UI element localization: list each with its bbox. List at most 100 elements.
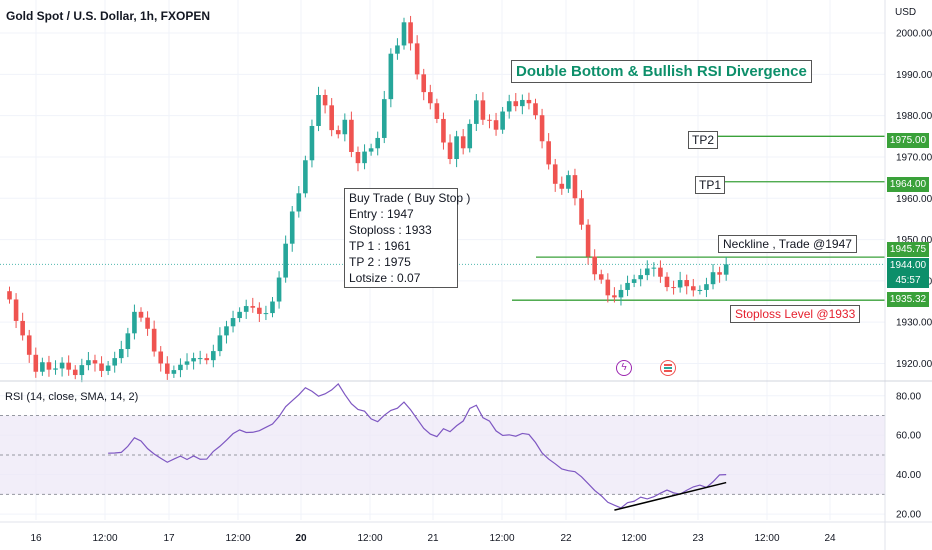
tp2-annotation[interactable]: TP2 [688,131,719,149]
candle-body [526,99,532,104]
time-tick-label: 12:00 [92,533,117,544]
candle-body [138,311,144,318]
candle-body [395,45,400,54]
candle-body [598,274,604,280]
candle-body [474,100,479,124]
candle-body [447,142,453,160]
candle-body [309,125,315,161]
rsi-tick-label: 20.00 [896,510,921,521]
candle-body [671,287,676,289]
current-price-tag: 1944.00 45:57 [887,258,929,288]
flag-icon[interactable] [660,360,676,376]
candle-body [467,123,473,149]
candle-body [283,243,288,278]
rsi-tick-label: 40.00 [896,470,921,481]
time-tick-label: 17 [163,533,175,544]
candle-body [105,365,111,371]
candle-body [585,224,591,257]
stoploss-annotation[interactable]: Stoploss Level @1933 [730,305,861,323]
candle-body [40,362,45,372]
candle-body [638,275,643,280]
candle-body [684,280,690,287]
candle-body [46,362,52,370]
time-tick-label: 12:00 [225,533,250,544]
candle-body [20,320,25,336]
chart-title: Gold Spot / U.S. Dollar, 1h, FXOPEN [6,9,211,23]
candle-body [546,141,551,165]
time-tick-label: 16 [30,533,42,544]
trade-line: TP 1 : 1961 [349,239,411,253]
candle-body [493,120,499,130]
neckline-price-tag: 1945.75 [887,242,929,257]
candle-body [664,276,670,288]
price-tick-label: 1960.00 [896,194,932,205]
candle-body [322,95,328,106]
price-tick-label: 1920.00 [896,359,932,370]
price-tick-label: 1930.00 [896,318,932,329]
candle-body [349,119,354,152]
candle-body [612,295,617,298]
candle-body [99,363,104,371]
time-tick-label: 12:00 [357,533,382,544]
candle-body [381,99,387,138]
candle-body [710,272,716,285]
candle-body [342,119,348,135]
price-tick-label: 1950.00 [896,235,932,246]
candle-body [86,360,91,366]
rsi-line [108,383,727,509]
rsi-tick-label: 60.00 [896,431,921,442]
neckline-annotation[interactable]: Neckline , Trade @1947 [718,235,857,253]
lightning-icon[interactable]: ϟ [616,360,632,376]
candle-body [263,313,269,315]
trade-line: Entry : 1947 [349,207,414,221]
candle-body [460,136,466,149]
candle-body [250,306,256,308]
time-tick-label: 12:00 [489,533,514,544]
candle-body [171,370,177,374]
candle-body [92,360,98,364]
candle-body [539,115,545,142]
candle-body [303,160,308,194]
candle-body [230,318,236,327]
candle-body [631,279,637,283]
price-candles [7,15,729,383]
candle-body [421,74,427,93]
bar-countdown: 45:57 [895,275,921,286]
candle-body [112,358,117,366]
candle-body [691,286,696,291]
candle-body [335,130,341,135]
tp2-price-tag: 1975.00 [887,133,929,148]
candle-body [289,211,295,244]
candle-body [552,164,558,184]
candle-body [717,272,722,275]
candle-body [243,306,249,312]
candle-body [651,267,657,269]
candle-body [217,335,223,352]
rsi-band-fill [0,415,885,495]
time-tick-label: 20 [295,533,307,544]
candle-body [388,53,394,100]
candle-body [178,364,183,371]
price-tick-label: 1990.00 [896,70,932,81]
candle-body [33,354,39,372]
candle-body [197,358,203,360]
candle-body [7,291,12,300]
candle-body [566,175,571,189]
time-tick-label: 21 [427,533,439,544]
candle-body [191,358,196,362]
candle-body [145,317,150,329]
headline-annotation[interactable]: Double Bottom & Bullish RSI Divergence [511,60,812,83]
candle-body [592,256,597,275]
candle-body [296,193,302,212]
candle-body [520,99,525,107]
current-price: 1944.00 [889,260,927,271]
time-tick-label: 22 [560,533,572,544]
trade-plan-box[interactable]: Buy Trade ( Buy Stop ) Entry : 1947 Stop… [344,188,470,288]
tp1-price-tag: 1964.00 [887,177,929,192]
candle-body [533,103,538,116]
tp1-annotation[interactable]: TP1 [695,176,726,194]
candle-body [572,175,578,199]
time-tick-label: 24 [824,533,836,544]
candle-body [434,103,440,119]
